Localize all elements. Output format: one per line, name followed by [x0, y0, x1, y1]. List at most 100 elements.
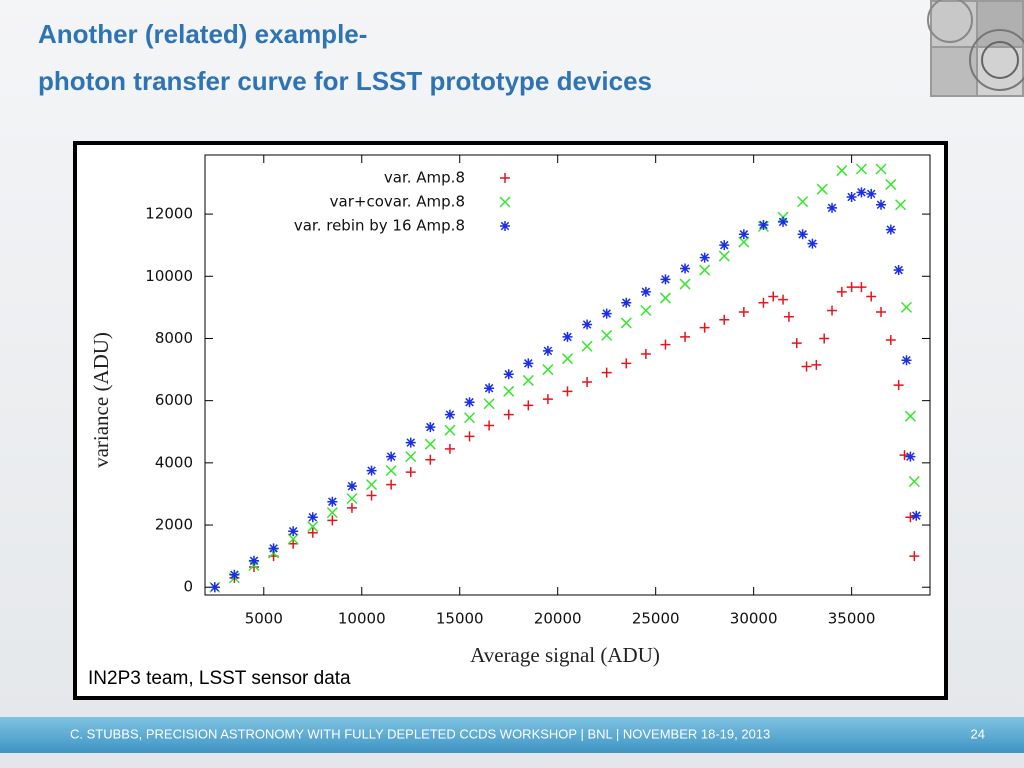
data-point: [856, 187, 867, 198]
y-axis-label: variance (ADU): [89, 332, 113, 468]
data-point: [908, 475, 920, 488]
data-point: [699, 322, 710, 333]
data-point: [484, 383, 495, 394]
data-point: [875, 163, 887, 175]
data-point: [768, 291, 779, 302]
legend-marker: [500, 173, 510, 183]
data-point: [346, 481, 357, 492]
legend-label: var. rebin by 16 Amp.8: [294, 217, 465, 235]
figure-frame: [73, 141, 948, 700]
data-point: [581, 340, 593, 352]
legend-label: var+covar. Amp.8: [330, 193, 465, 211]
data-point: [327, 496, 338, 507]
data-point: [405, 467, 416, 478]
data-point: [444, 443, 455, 454]
x-tick-label: 35000: [828, 610, 876, 628]
data-point: [836, 165, 848, 177]
data-point: [819, 333, 830, 344]
data-point: [523, 400, 534, 411]
legend-marker: [499, 196, 511, 208]
data-point: [893, 380, 904, 391]
y-tick-label: 10000: [145, 267, 193, 285]
data-point: [621, 358, 632, 369]
data-point: [660, 274, 671, 285]
data-point: [424, 438, 436, 450]
data-point: [778, 216, 789, 227]
data-point: [876, 307, 887, 318]
data-point: [738, 307, 749, 318]
data-point: [719, 240, 730, 251]
data-point: [405, 451, 417, 463]
data-point: [797, 229, 808, 240]
data-point: [885, 224, 896, 235]
footer-bar: [0, 717, 1024, 753]
data-point: [522, 374, 534, 386]
data-point: [366, 465, 377, 476]
data-point: [503, 409, 514, 420]
data-point: [268, 543, 279, 554]
data-point: [229, 569, 240, 580]
data-point: [797, 196, 809, 208]
data-point: [503, 385, 515, 397]
data-point: [738, 236, 750, 248]
data-point: [326, 507, 338, 519]
data-point: [366, 479, 378, 491]
x-tick-label: 10000: [338, 610, 386, 628]
data-point: [905, 451, 916, 462]
slide-title: photon transfer curve for LSST prototype…: [38, 66, 652, 96]
data-point: [895, 199, 907, 211]
x-tick-label: 15000: [436, 610, 484, 628]
data-point: [542, 394, 553, 405]
data-point: [288, 538, 299, 549]
data-point: [287, 533, 299, 545]
data-point: [680, 263, 691, 274]
data-point: [866, 188, 877, 199]
data-point: [562, 331, 573, 342]
data-point: [679, 278, 691, 290]
data-point: [885, 179, 897, 191]
data-point: [827, 305, 838, 316]
data-point: [248, 555, 259, 566]
data-point: [484, 420, 495, 431]
data-point: [911, 510, 922, 521]
data-point: [483, 398, 495, 410]
data-point: [425, 454, 436, 465]
data-point: [876, 199, 887, 210]
data-point: [464, 431, 475, 442]
data-point: [827, 202, 838, 213]
data-point: [561, 353, 574, 365]
x-axis-label: Average signal (ADU): [470, 643, 660, 667]
data-point: [562, 386, 573, 397]
data-point: [758, 219, 769, 230]
x-tick-label: 20000: [534, 610, 582, 628]
data-point: [778, 294, 789, 305]
data-point: [209, 582, 220, 593]
data-point: [640, 349, 651, 360]
data-point: [900, 301, 913, 313]
data-point: [307, 521, 319, 533]
y-tick-label: 0: [183, 578, 193, 596]
data-point: [542, 364, 554, 376]
data-point: [621, 297, 632, 308]
data-point: [444, 424, 456, 436]
data-point: [738, 229, 749, 240]
data-point: [801, 361, 812, 372]
y-tick-label: 4000: [155, 453, 193, 471]
data-point: [846, 191, 857, 202]
data-point: [719, 314, 730, 325]
data-point: [346, 502, 357, 513]
data-point: [640, 286, 651, 297]
data-point: [846, 282, 857, 293]
data-point: [542, 345, 553, 356]
plot: 5000 10000 15000 20000 25000 30000 35000 0 2000 4…: [145, 155, 930, 628]
data-point: [307, 527, 318, 538]
data-point: [386, 479, 397, 490]
data-point: [620, 317, 632, 329]
data-point: [885, 335, 896, 346]
corner-texture: [927, 0, 1024, 97]
data-point: [855, 163, 867, 175]
data-point: [582, 376, 593, 387]
data-point: [904, 410, 916, 422]
data-point: [601, 329, 613, 341]
